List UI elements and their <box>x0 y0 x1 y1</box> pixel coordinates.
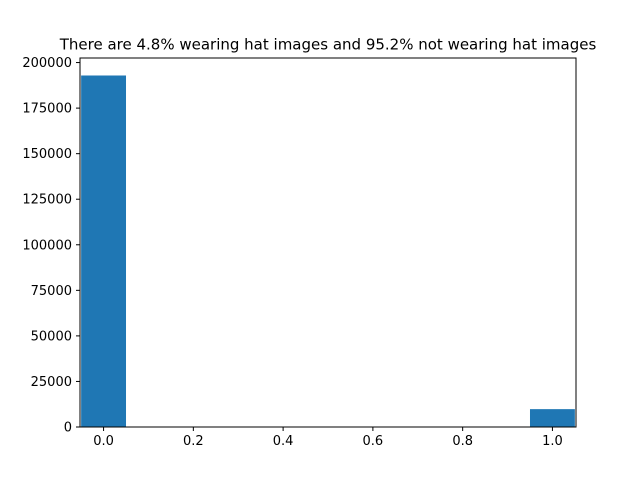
y-tick-label-0: 0 <box>64 421 72 436</box>
x-tick-label-1: 0.2 <box>183 434 204 449</box>
plot-frame <box>79 57 577 428</box>
y-tick-label-1: 25000 <box>31 375 72 390</box>
x-tick-label-4: 0.8 <box>452 434 473 449</box>
bar-1 <box>529 409 575 427</box>
y-tick-label-4: 100000 <box>22 238 72 253</box>
y-tick-label-8: 200000 <box>22 56 72 71</box>
bars <box>81 75 575 427</box>
y-tick-label-2: 50000 <box>31 329 72 344</box>
x-tick-label-3: 0.6 <box>363 434 384 449</box>
y-tick-label-6: 150000 <box>22 147 72 162</box>
y-tick-label-5: 125000 <box>22 193 72 208</box>
y-tick-label-7: 175000 <box>22 102 72 117</box>
y-tick-label-3: 75000 <box>31 284 72 299</box>
x-tick-label-0: 0.0 <box>93 434 114 449</box>
x-tick-label-5: 1.0 <box>542 434 563 449</box>
x-axis: 0.0 0.2 0.4 0.6 0.8 1.0 <box>93 427 563 449</box>
x-tick-label-2: 0.4 <box>273 434 294 449</box>
y-axis: 0 25000 50000 75000 100000 125000 150000 175000… <box>22 56 80 436</box>
chart-title: There are 4.8% wearing hat images and 95… <box>59 36 597 54</box>
bar-0 <box>81 75 127 427</box>
